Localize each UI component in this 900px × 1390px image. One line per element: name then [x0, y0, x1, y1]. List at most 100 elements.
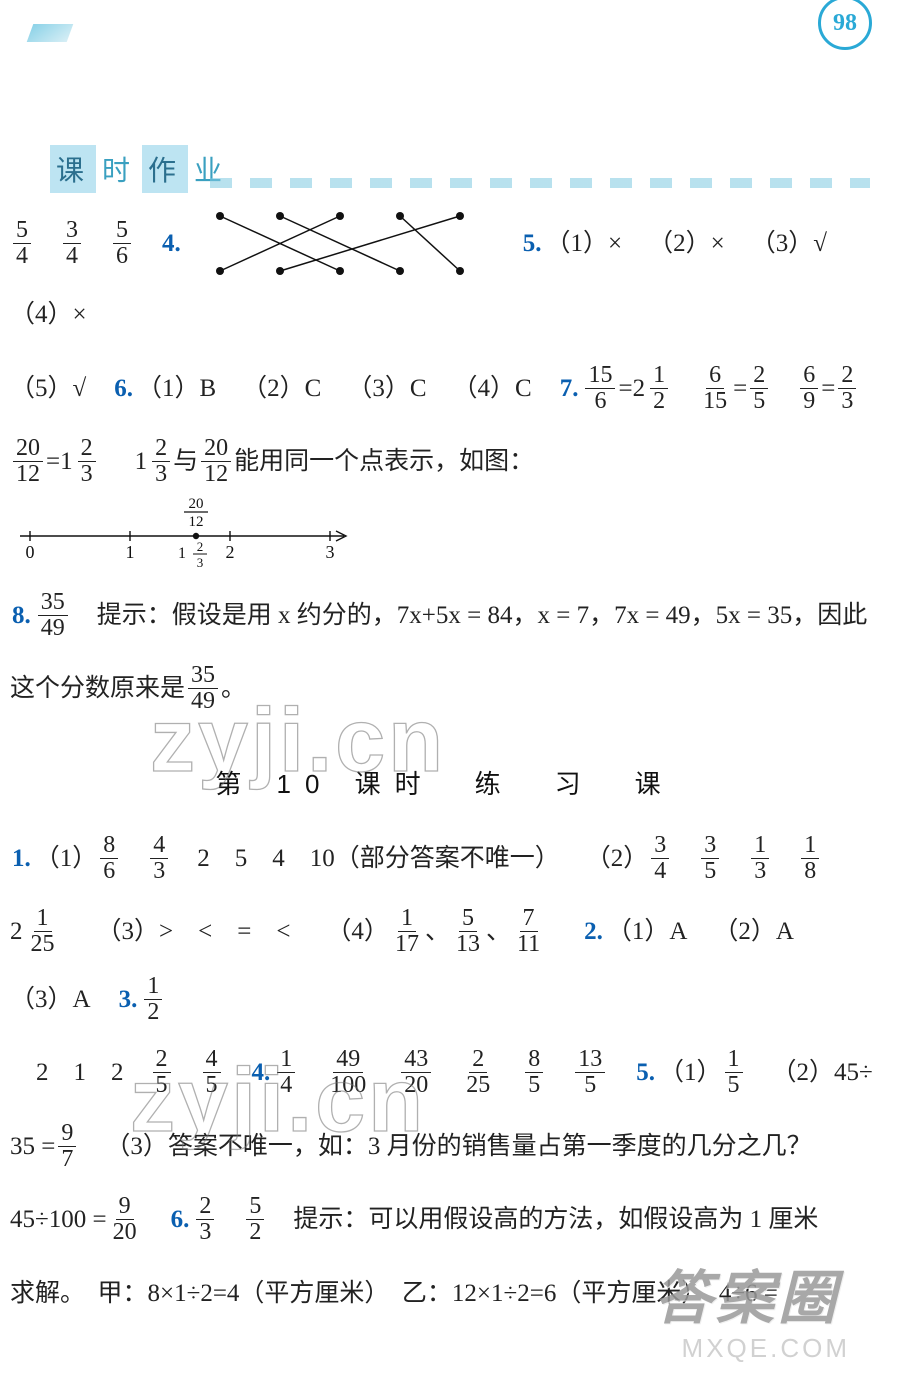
- answer-item: （1）A: [607, 898, 688, 966]
- question-number: 2.: [584, 898, 603, 966]
- fraction: 69: [800, 363, 818, 414]
- part-label: （1）: [35, 825, 98, 893]
- svg-text:20: 20: [189, 496, 204, 512]
- answer-item: （1）B: [137, 355, 216, 423]
- fraction: 34: [63, 218, 81, 269]
- svg-text:3: 3: [197, 555, 204, 570]
- text: 这个分数原来是: [10, 655, 185, 723]
- eq: =: [46, 428, 60, 496]
- text: ：可以用假设高的方法，如假设高为 1 厘米: [343, 1186, 818, 1254]
- fraction: 920: [110, 1194, 140, 1245]
- question-number: 6.: [114, 355, 133, 423]
- answer-line: 35 = 97 （3）答案不唯一，如：3 月份的销售量占第一季度的几分之几？: [10, 1113, 880, 1181]
- question-number: 4.: [252, 1039, 271, 1107]
- matching-diagram: [185, 206, 485, 281]
- sep: 、: [486, 898, 511, 966]
- fraction: 34: [651, 833, 669, 884]
- header-char: 课: [50, 145, 96, 193]
- question-number: 7.: [560, 355, 579, 423]
- fraction: 13: [751, 833, 769, 884]
- fraction: 23: [838, 363, 856, 414]
- answer-item: （3）A: [10, 966, 91, 1034]
- mixed-number: 2125: [10, 898, 61, 966]
- mixed-number: 123: [60, 428, 99, 496]
- answer-line: （5）√ 6. （1）B （2）C （3）C （4）C 7. 156 = 212…: [10, 355, 880, 423]
- text: 能用同一个点表示，如图：: [234, 428, 534, 496]
- fraction: 225: [463, 1047, 493, 1098]
- text: （2）45÷: [772, 1039, 873, 1107]
- fraction: 2012: [13, 436, 43, 487]
- answer-line: 2012 = 123 123 与 2012 能用同一个点表示，如图： 01232…: [10, 428, 880, 576]
- sep: 、: [425, 898, 450, 966]
- answer-item: （2）A: [713, 898, 794, 966]
- header-char: 作: [142, 145, 188, 193]
- watermark: MXQE.COM: [682, 1333, 850, 1364]
- question-number: 4.: [162, 210, 181, 278]
- fraction: 156: [585, 363, 615, 414]
- answer-line: 54 34 56 4. 5. （1）× （2）× （3）√ （4）×: [10, 206, 880, 349]
- hint-label: 提示: [293, 1186, 343, 1254]
- answer-item: （1）×: [546, 210, 623, 278]
- fraction: 43: [150, 833, 168, 884]
- answer-line: 求解。 甲：8×1÷2=4（平方厘米） 乙：12×1÷2=6（平方厘米） 4÷6…: [10, 1260, 880, 1328]
- number-line: 01232012123: [10, 496, 350, 576]
- svg-text:1: 1: [178, 545, 186, 562]
- content: 54 34 56 4. 5. （1）× （2）× （3）√ （4）× （5）√ …: [10, 200, 880, 1333]
- svg-text:12: 12: [189, 514, 204, 530]
- fraction: 12: [144, 974, 162, 1025]
- question-number: 6.: [171, 1186, 190, 1254]
- svg-text:2: 2: [226, 542, 235, 562]
- question-number: 5.: [523, 210, 542, 278]
- answer-line: 2125 （3） > < = < （4） 117、 513、 711 2. （1…: [10, 898, 880, 1033]
- answer-item: （2）×: [648, 210, 725, 278]
- section-title: 第 10 课时 练 习 课: [10, 749, 880, 819]
- answer-item: （3）C: [347, 355, 426, 423]
- fraction: 49100: [327, 1047, 369, 1098]
- answer-item: （4）C: [453, 355, 532, 423]
- fraction: 513: [453, 906, 483, 957]
- svg-text:3: 3: [326, 542, 335, 562]
- question-number: 3.: [119, 966, 138, 1034]
- answer-item: （5）√: [10, 355, 86, 423]
- svg-text:2: 2: [197, 539, 204, 554]
- eq: =: [618, 355, 632, 423]
- text: 求解。 甲：8×1÷2=4（平方厘米） 乙：12×1÷2=6（平方厘米） 4÷6…: [10, 1260, 778, 1328]
- fraction: 25: [750, 363, 768, 414]
- answer-line: 这个分数原来是 3549 。: [10, 655, 880, 723]
- eq: =: [733, 355, 747, 423]
- part-label: （1）: [659, 1039, 722, 1107]
- fraction: 97: [58, 1121, 76, 1172]
- fraction: 23: [196, 1194, 214, 1245]
- fraction: 15: [725, 1047, 743, 1098]
- text: （3）答案不唯一，如：3 月份的销售量占第一季度的几分之几？: [105, 1113, 811, 1181]
- mixed-number: 212: [633, 355, 672, 423]
- answer-item: （3）√: [751, 210, 827, 278]
- page-number: 98: [818, 0, 872, 50]
- fraction: 54: [13, 218, 31, 269]
- text: 2 1 2: [36, 1039, 124, 1107]
- fraction: 4320: [401, 1047, 431, 1098]
- text: 。: [221, 655, 246, 723]
- answer-line: 45÷100 = 920 6. 23 52 提示 ：可以用假设高的方法，如假设高…: [10, 1186, 880, 1254]
- fraction: 56: [113, 218, 131, 269]
- question-number: 8.: [12, 582, 31, 650]
- answer-line: 8. 3549 提示 ：假设是用 x 约分的，7x+5x = 84，x = 7，…: [10, 582, 880, 650]
- question-number: 5.: [636, 1039, 655, 1107]
- fraction: 135: [575, 1047, 605, 1098]
- fraction: 711: [514, 906, 543, 957]
- fraction: 35: [701, 833, 719, 884]
- fraction: 18: [801, 833, 819, 884]
- text: 2 5 4 10（部分答案不唯一）: [197, 825, 560, 893]
- fraction: 3549: [38, 590, 68, 641]
- text: 45÷100 =: [10, 1186, 107, 1254]
- fraction: 3549: [188, 663, 218, 714]
- part-label: （3）: [97, 898, 160, 966]
- answer-line: 2 1 2 25 45 4. 14 49100 4320 225 85 135 …: [10, 1039, 880, 1107]
- text: 35 =: [10, 1113, 55, 1181]
- fraction: 25: [153, 1047, 171, 1098]
- fraction: 86: [100, 833, 118, 884]
- fraction: 117: [392, 906, 422, 957]
- decoration: [27, 24, 74, 42]
- header-rule: [210, 178, 870, 188]
- hint-label: 提示: [97, 582, 147, 650]
